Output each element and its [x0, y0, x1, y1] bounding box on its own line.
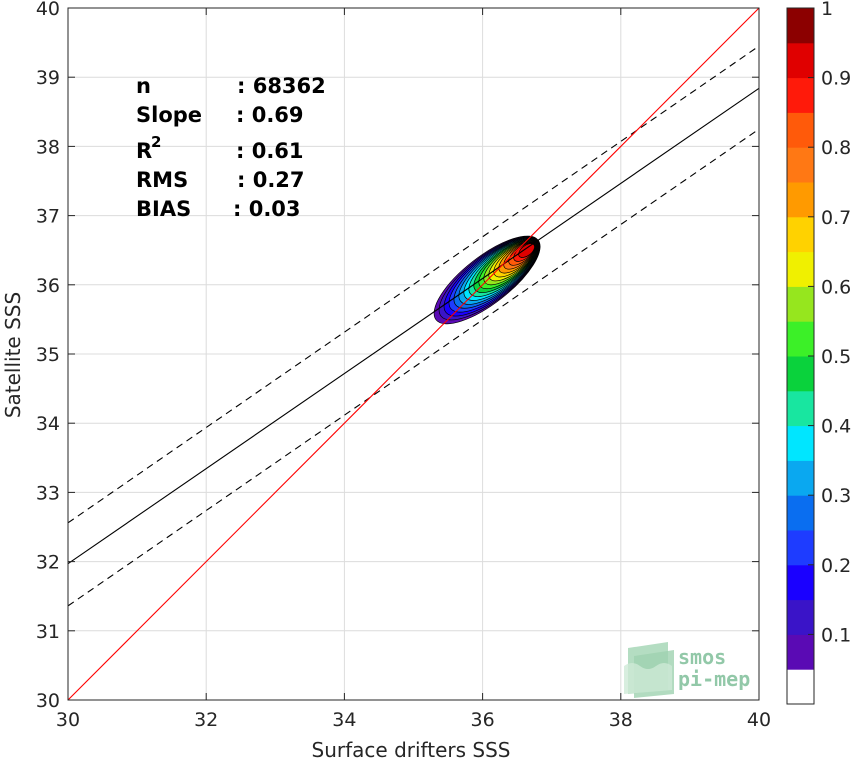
y-tick-label: 39 — [36, 67, 60, 89]
stat-n-value: : 68362 — [237, 74, 326, 98]
colorbar-swatch — [787, 425, 814, 461]
colorbar-swatch — [787, 251, 814, 287]
colorbar-swatch — [787, 112, 814, 148]
stat-n-label: n — [136, 74, 151, 98]
stat-r2-superscript: 2 — [151, 133, 161, 151]
y-tick-label: 33 — [36, 482, 60, 504]
stats-box: n : 68362 Slope : 0.69 R 2 : 0.61 RMS : … — [136, 74, 326, 221]
stat-r2-label: R — [136, 139, 152, 163]
y-tick-label: 37 — [36, 206, 60, 228]
colorbar-swatch — [787, 42, 814, 79]
stat-bias-value: : 0.03 — [233, 197, 301, 221]
stat-r2-value: : 0.61 — [236, 139, 304, 163]
regression-line — [67, 87, 760, 565]
density-contour — [518, 243, 535, 258]
watermark-logo: smos pi-mep — [624, 642, 750, 698]
lower-bound-line — [67, 128, 760, 607]
colorbar-swatch — [787, 460, 814, 496]
colorbar-swatch — [787, 321, 814, 357]
colorbar-tick-label: 0.2 — [821, 555, 851, 577]
colorbar-swatch — [787, 564, 814, 601]
colorbar-tick-label: 0.5 — [821, 346, 851, 368]
one-to-one-line — [67, 7, 760, 701]
y-axis-label: Satellite SSS — [1, 292, 25, 418]
colorbar-tick-label: 0.8 — [821, 137, 851, 159]
colorbar-tick-label: 0.6 — [821, 276, 851, 298]
y-tick-label: 32 — [36, 552, 60, 574]
upper-bound-line — [67, 45, 760, 524]
colorbar-swatch — [787, 634, 814, 670]
x-tick-label: 38 — [609, 709, 633, 731]
colorbar-tick-label: 1 — [821, 0, 833, 20]
reference-lines — [67, 7, 760, 701]
y-tick-label: 34 — [36, 413, 60, 435]
x-tick-labels: 30 32 34 36 38 40 — [56, 8, 771, 731]
y-tick-labels: 30 31 32 33 34 35 36 37 38 39 40 — [36, 0, 759, 712]
stat-rms-label: RMS — [136, 168, 188, 192]
y-tick-label: 40 — [36, 0, 60, 20]
logo-text-smos: smos — [678, 645, 726, 669]
colorbar-swatch — [787, 599, 814, 635]
stat-slope-value: : 0.69 — [236, 103, 304, 127]
x-tick-label: 30 — [56, 709, 80, 731]
y-tick-label: 30 — [36, 690, 60, 712]
colorbar-tick-label: 0.7 — [821, 207, 851, 229]
colorbar-swatch — [787, 77, 814, 113]
colorbar-swatch — [787, 8, 814, 44]
density-contours — [433, 235, 541, 325]
x-tick-label: 40 — [747, 709, 771, 731]
x-tick-label: 32 — [194, 709, 218, 731]
x-tick-label: 36 — [471, 709, 495, 731]
logo-text-pimep: pi-mep — [678, 667, 750, 691]
colorbar-tick-label: 0.4 — [821, 416, 851, 438]
y-tick-label: 35 — [36, 344, 60, 366]
colorbar-swatch — [787, 216, 814, 253]
colorbar — [786, 7, 815, 705]
y-tick-label: 31 — [36, 621, 60, 643]
y-tick-label: 36 — [36, 275, 60, 297]
colorbar-swatch — [787, 669, 814, 705]
logo-waves-icon — [624, 642, 674, 698]
colorbar-swatch — [787, 147, 814, 183]
colorbar-swatch — [787, 182, 814, 218]
colorbar-tick-label: 0.9 — [821, 68, 851, 90]
colorbar-swatch — [787, 530, 814, 566]
colorbar-tick-label: 0.1 — [821, 624, 851, 646]
colorbar-swatch — [787, 495, 814, 531]
stat-bias-label: BIAS — [136, 197, 191, 221]
x-axis-label: Surface drifters SSS — [312, 738, 511, 762]
colorbar-swatch — [787, 390, 814, 427]
y-tick-label: 38 — [36, 136, 60, 158]
stat-rms-value: : 0.27 — [237, 168, 305, 192]
colorbar-tick-label: 0.3 — [821, 485, 851, 507]
colorbar-swatch — [787, 356, 814, 392]
stat-slope-label: Slope — [136, 103, 202, 127]
colorbar-tick-labels: 0.1 0.2 0.3 0.4 0.5 0.6 0.7 0.8 0.9 1 — [808, 0, 851, 646]
x-tick-label: 34 — [332, 709, 356, 731]
colorbar-swatch — [787, 286, 814, 322]
